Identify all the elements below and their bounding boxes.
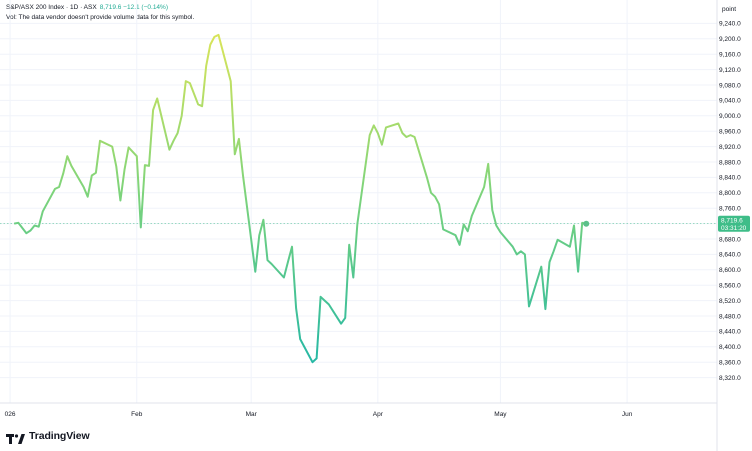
price-tick-label: 8,680.0: [719, 236, 741, 243]
price-tick-label: 8,640.0: [719, 252, 741, 259]
price-tick-label: 9,080.0: [719, 82, 741, 89]
price-tick-label: 8,840.0: [719, 175, 741, 182]
chart-legend: S&P/ASX 200 Index · 1D · ASX 8,719.6 −12.…: [6, 3, 194, 23]
price-tick-label: 8,920.0: [719, 144, 741, 151]
price-tick-label: 8,480.0: [719, 313, 741, 320]
price-tick-label: 8,600.0: [719, 267, 741, 274]
price-tick-label: 9,120.0: [719, 67, 741, 74]
price-tick-label: 8,560.0: [719, 283, 741, 290]
grid-lines: [0, 0, 717, 403]
price-line: [14, 33, 587, 364]
legend-title-row: S&P/ASX 200 Index · 1D · ASX 8,719.6 −12.…: [6, 3, 194, 13]
last-price-value: 8,719.6: [721, 218, 743, 225]
time-axis[interactable]: 026 Feb Mar Apr May Jun: [5, 411, 633, 418]
price-tick-label: 8,880.0: [719, 159, 741, 166]
price-tick-label: 9,040.0: [719, 98, 741, 105]
time-tick-label: Feb: [131, 411, 143, 418]
price-tick-label: 9,200.0: [719, 36, 741, 43]
price-tick-label: 8,320.0: [719, 375, 741, 382]
time-tick-label: May: [494, 411, 507, 418]
time-tick-label: Mar: [246, 411, 258, 418]
symbol-title[interactable]: S&P/ASX 200 Index · 1D · ASX: [6, 4, 97, 11]
volume-note: Vol: The data vendor doesn't provide vol…: [6, 14, 195, 21]
last-price-tag-bg: [718, 215, 750, 232]
price-tick-label: 8,440.0: [719, 329, 741, 336]
tradingview-logo-icon: [6, 431, 26, 444]
price-tick-label: 8,800.0: [719, 190, 741, 197]
time-tick-label: Jun: [622, 411, 633, 418]
price-axis[interactable]: 8,320.0 8,360.0 8,400.0 8,440.0 8,480.0 8,520…: [719, 21, 741, 382]
price-tick-label: 8,760.0: [719, 206, 741, 213]
price-tick-label: 8,960.0: [719, 129, 741, 136]
tradingview-logo[interactable]: TradingView: [6, 430, 90, 444]
price-tick-label: 8,520.0: [719, 298, 741, 305]
price-tick-label: 9,160.0: [719, 52, 741, 59]
price-tick-label: 8,400.0: [719, 344, 741, 351]
price-tick-label: 9,000.0: [719, 113, 741, 120]
price-series: [0, 33, 717, 364]
price-axis-unit: point: [722, 6, 736, 13]
price-tick-label: 9,240.0: [719, 21, 741, 28]
time-tick-label: 026: [5, 411, 16, 418]
last-price-tag: 8,719.6 03:31:20: [718, 215, 750, 232]
brand-name: TradingView: [29, 430, 90, 442]
price-tick-label: 8,360.0: [719, 360, 741, 367]
time-tick-label: Apr: [373, 411, 384, 418]
price-change: 8,719.6 −12.1 (−0.14%): [99, 4, 168, 11]
last-price-marker: [583, 220, 590, 227]
countdown-timer: 03:31:20: [721, 225, 747, 232]
